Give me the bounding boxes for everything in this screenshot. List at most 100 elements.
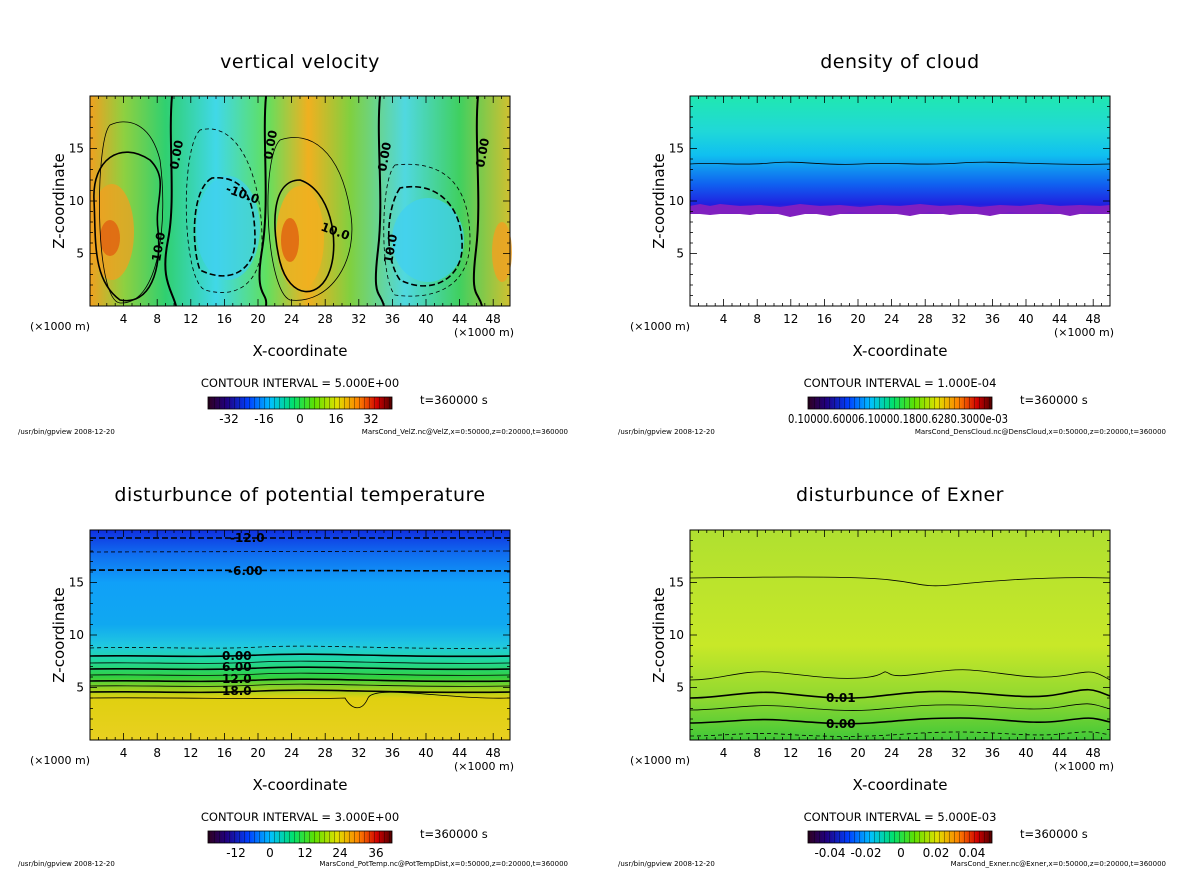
contour-line <box>89 645 511 649</box>
x-tick-label: 8 <box>753 312 761 326</box>
x-tick-label: 32 <box>951 312 966 326</box>
colorbar-tick: 0.02 <box>923 846 950 860</box>
footer-left: /usr/bin/gpview 2008-12-20 <box>618 428 715 436</box>
colorbar-tick: 32 <box>363 412 378 426</box>
y-axis-label: Z-coordinate <box>50 587 68 682</box>
x-tick-label: 36 <box>385 746 400 760</box>
x-tick-label: 8 <box>153 746 161 760</box>
x-unit-left: (×1000 m) <box>630 320 690 333</box>
contour-label: 0.00 <box>473 137 492 169</box>
x-tick-label: 16 <box>217 746 232 760</box>
contour-line <box>258 95 268 307</box>
colorbar-tick: -0.04 <box>814 846 845 860</box>
y-axis-label: Z-coordinate <box>650 153 668 248</box>
x-tick-label: 28 <box>918 746 933 760</box>
x-tick-label: 12 <box>183 312 198 326</box>
y-tick-label: 10 <box>669 194 684 208</box>
contour-label: 12.0 <box>222 672 252 686</box>
colorbar-ticks: -0.04 -0.02 0 0.02 0.04 <box>814 846 985 860</box>
x-unit-right: (×1000 m) <box>1054 326 1114 339</box>
x-tick-label: 4 <box>720 746 728 760</box>
y-axis-label: Z-coordinate <box>650 587 668 682</box>
footer-left: /usr/bin/gpview 2008-12-20 <box>18 428 115 436</box>
y-axis-label: Z-coordinate <box>50 153 68 248</box>
contour-label: 10.0 <box>149 231 168 263</box>
colorbar-stripes <box>808 397 992 409</box>
x-tick-label: 28 <box>918 312 933 326</box>
contour-label: -6.00 <box>228 564 263 578</box>
contour-label: 6.00 <box>222 660 252 674</box>
x-tick-label: 8 <box>153 312 161 326</box>
y-tick-label: 15 <box>669 576 684 590</box>
colorbar-tick: -16 <box>254 412 274 426</box>
contour-line <box>267 137 353 301</box>
contour-label: -12.0 <box>230 531 265 545</box>
colorbar-tick: 24 <box>332 846 347 860</box>
contour-line <box>89 660 511 664</box>
colorbar-tick: 36 <box>368 846 383 860</box>
x-tick-label: 36 <box>385 312 400 326</box>
x-tick-label: 16 <box>817 312 832 326</box>
contour-line <box>89 683 511 687</box>
y-tick-label: 5 <box>676 247 684 261</box>
contour-labels: 0.00 0.00 0.00 0.00 -10.0 10.0 10.0 10.0 <box>149 129 492 265</box>
colorbar-tick: 0.10000.60006.10000.1800.6280.3000e-03 <box>788 412 1008 426</box>
heatmap-blob <box>281 218 299 262</box>
panel-exner: disturbunce of Exner 0.01 0.00 4 8 12 16 20 2… <box>618 484 1166 868</box>
contour-line <box>89 666 511 671</box>
x-tick-label: 40 <box>1018 746 1033 760</box>
heatmap-blob <box>392 198 464 282</box>
contour-line <box>689 576 1111 587</box>
contour-line <box>164 95 177 307</box>
contour-line <box>388 185 463 287</box>
y-tick-label: 5 <box>76 247 84 261</box>
x-tick-label: 8 <box>753 746 761 760</box>
colorbar-tick: 16 <box>328 412 343 426</box>
y-tick-label: 15 <box>69 576 84 590</box>
panel-title: vertical velocity <box>220 51 380 73</box>
heatmap-blob <box>100 220 120 256</box>
x-tick-label: 40 <box>1018 312 1033 326</box>
panel-vertical-velocity: vertical velocity <box>18 51 568 436</box>
footer-left: /usr/bin/gpview 2008-12-20 <box>18 860 115 868</box>
x-axis-label: X-coordinate <box>853 776 948 794</box>
colorbar-tick: -12 <box>226 846 246 860</box>
x-tick-label: 4 <box>120 312 128 326</box>
x-axis-label: X-coordinate <box>253 342 348 360</box>
contour-lines <box>89 537 511 709</box>
x-unit-right: (×1000 m) <box>454 760 514 773</box>
contour-line <box>689 731 1111 737</box>
x-unit-left: (×1000 m) <box>630 754 690 767</box>
heatmap-field <box>690 96 1110 214</box>
contour-label: 0.00 <box>826 717 856 731</box>
colorbar-tick: -0.02 <box>850 846 881 860</box>
x-tick-label: 32 <box>351 312 366 326</box>
x-tick-label: 40 <box>418 746 433 760</box>
x-tick-label: 44 <box>452 746 467 760</box>
time-label: t=360000 s <box>420 393 488 407</box>
contour-label: 0.00 <box>222 649 252 663</box>
panel-density-of-cloud: density of cloud 4 8 12 16 20 24 28 32 36 40 44 485… <box>618 51 1166 436</box>
contour-line <box>472 95 483 307</box>
x-tick-label: 12 <box>183 746 198 760</box>
x-tick-label: 20 <box>850 746 865 760</box>
contour-line <box>89 689 511 694</box>
contour-line <box>383 163 471 297</box>
y-tick-label: 15 <box>69 142 84 156</box>
contour-line <box>689 703 1111 711</box>
contour-line <box>689 669 1111 681</box>
x-tick-label: 32 <box>951 746 966 760</box>
x-tick-label: 20 <box>250 312 265 326</box>
x-unit-right: (×1000 m) <box>1054 760 1114 773</box>
colorbar-ticks: -12 0 12 24 36 <box>226 846 383 860</box>
colorbar-tick: 0 <box>897 846 905 860</box>
x-tick-label: 32 <box>351 746 366 760</box>
y-tick-label: 5 <box>676 681 684 695</box>
time-label: t=360000 s <box>420 827 488 841</box>
contour-line <box>689 688 1111 699</box>
contour-line <box>185 128 263 293</box>
